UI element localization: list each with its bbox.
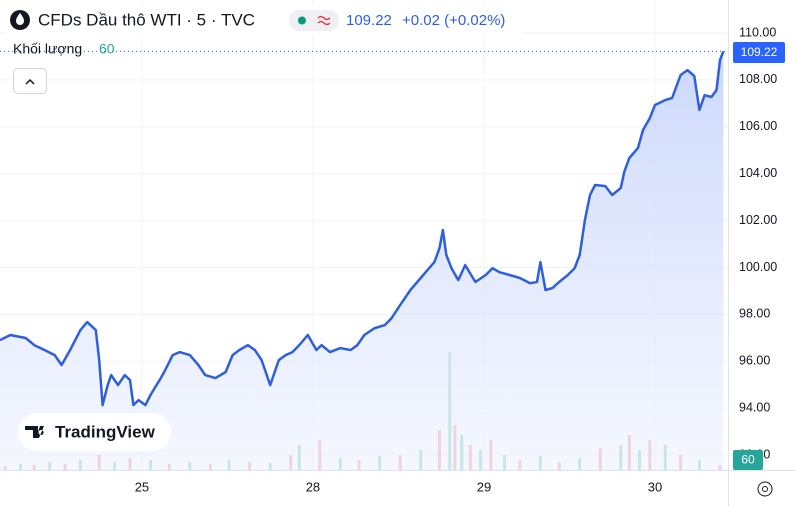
y-tick-label: 104.00 [739, 166, 777, 180]
price-badge-label: 109.22 [741, 45, 778, 59]
area-fill [0, 51, 724, 471]
y-tick-label: 96.00 [739, 354, 770, 368]
y-tick-label: 102.00 [739, 213, 777, 227]
y-tick-label: 110.00 [739, 25, 776, 39]
header-price: 109.22 [346, 12, 392, 29]
volume-badge [733, 450, 763, 470]
header-bg [4, 4, 524, 36]
y-tick-label: 94.00 [739, 400, 770, 414]
x-tick-label: 25 [135, 479, 149, 494]
y-tick-label: 106.00 [739, 119, 777, 133]
settings-icon [762, 486, 768, 492]
watermark-box [18, 413, 171, 451]
chevron-icon [25, 78, 35, 85]
watermark: TradingView [55, 422, 156, 441]
status-pill[interactable] [289, 10, 339, 31]
y-tick-label: 100.00 [739, 260, 777, 274]
x-tick-label: 28 [306, 479, 320, 494]
volume-badge-label: 60 [741, 453, 755, 467]
volume-legend-value: 60 [99, 41, 115, 57]
price-badge [733, 42, 785, 63]
y-tick-label: 108.00 [739, 72, 777, 86]
y-tick-label: 98.00 [739, 307, 770, 321]
delay-icon [317, 15, 331, 26]
x-tick-label: 29 [477, 479, 491, 494]
drop-icon [16, 13, 24, 25]
header-change: +0.02 (+0.02%) [402, 12, 505, 29]
market-dot [298, 16, 306, 25]
volume-legend: Khối lượng [13, 41, 82, 57]
settings-button[interactable] [757, 481, 773, 497]
x-tick-label: 30 [648, 479, 662, 494]
chart-title: CFDs Dầu thô WTI · 5 · TVC [38, 10, 255, 29]
price-line [0, 50, 725, 407]
tv-glyph [25, 426, 44, 438]
